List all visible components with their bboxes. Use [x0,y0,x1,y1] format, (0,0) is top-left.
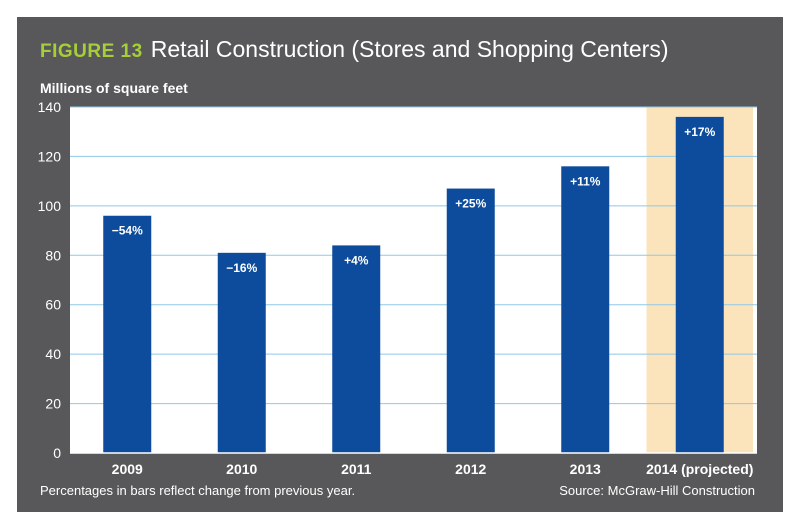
bar [675,116,724,453]
y-tick-label: 0 [53,445,61,461]
bar [332,245,381,453]
y-tick-label: 60 [45,297,61,313]
y-tick-label: 140 [38,99,62,115]
x-tick-label: 2010 [226,461,257,477]
chart-title: Retail Construction (Stores and Shopping… [150,36,669,62]
bar-data-label: −54% [112,224,143,238]
bar [561,166,610,454]
y-tick-label: 40 [45,346,61,362]
x-tick-label: 2013 [570,461,601,477]
y-tick-label: 120 [38,148,62,164]
bar [446,188,495,454]
bar [217,252,266,453]
footnote: Percentages in bars reflect change from … [40,483,356,498]
x-tick-label: 2014 (projected) [646,461,753,477]
figure-number: FIGURE 13 [40,41,143,62]
x-tick-label: 2011 [341,461,372,477]
figure-title: FIGURE 13 Retail Construction (Stores and… [40,36,668,63]
bar-data-label: +25% [455,197,486,211]
y-tick-label: 80 [45,247,61,263]
x-tick-label: 2009 [112,461,143,477]
bar-data-label: −16% [226,261,257,275]
bar-data-label: +11% [570,174,601,188]
source-note: Source: McGraw-Hill Construction [559,483,755,498]
y-tick-label: 100 [38,198,62,214]
y-tick-label: 20 [45,396,61,412]
bar [103,215,152,453]
y-axis-label: Millions of square feet [40,80,188,96]
bar-data-label: +17% [684,125,715,139]
x-tick-label: 2012 [455,461,486,477]
bar-data-label: +4% [344,253,369,267]
plot-area [70,107,757,453]
